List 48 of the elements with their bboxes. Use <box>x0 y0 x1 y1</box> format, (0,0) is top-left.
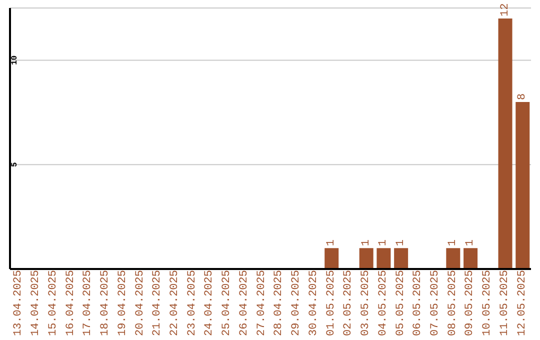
x-tick-label: 06.05.2025 <box>412 270 424 336</box>
x-tick-label: 21.04.2025 <box>152 270 164 336</box>
x-tick-label: 30.04.2025 <box>308 270 320 336</box>
x-tick-label: 11.05.2025 <box>498 270 511 336</box>
bar <box>359 248 374 269</box>
x-tick-label: 01.05.2025 <box>325 270 338 336</box>
data-label: 1 <box>447 239 460 246</box>
bar <box>498 18 512 269</box>
bar <box>516 102 530 269</box>
data-label: 1 <box>395 239 408 246</box>
x-tick-label: 17.04.2025 <box>82 270 94 336</box>
x-tick-label: 05.05.2025 <box>394 270 407 336</box>
data-label: 12 <box>499 3 512 16</box>
x-tick-label: 19.04.2025 <box>116 270 129 336</box>
x-tick-label: 23.04.2025 <box>186 270 198 336</box>
data-label: 1 <box>378 239 390 246</box>
y-tick-label: 10 <box>10 55 20 66</box>
x-tick-label: 26.04.2025 <box>238 270 250 336</box>
x-tick-label: 03.05.2025 <box>360 270 372 336</box>
bar <box>376 248 391 269</box>
y-tick-label: 5 <box>10 162 20 168</box>
data-label: 8 <box>516 93 529 100</box>
x-tick-label: 02.05.2025 <box>342 270 355 336</box>
data-label: 1 <box>464 239 477 246</box>
x-tick-label: 16.04.2025 <box>64 270 77 336</box>
bar <box>446 248 460 269</box>
x-tick-label: 04.05.2025 <box>377 270 390 336</box>
x-tick-label: 13.04.2025 <box>12 270 25 336</box>
x-tick-label: 28.04.2025 <box>273 270 286 336</box>
x-tick-label: 22.04.2025 <box>168 270 181 336</box>
x-tick-label: 18.04.2025 <box>100 270 112 336</box>
x-tick-label: 08.05.2025 <box>446 270 459 336</box>
bar <box>464 248 478 269</box>
x-tick-label: 09.05.2025 <box>464 270 476 336</box>
x-tick-label: 29.04.2025 <box>290 270 303 336</box>
x-tick-label: 20.04.2025 <box>134 270 146 336</box>
x-tick-label: 25.04.2025 <box>221 270 234 336</box>
bar <box>324 248 339 269</box>
x-tick-label: 10.05.2025 <box>482 270 494 336</box>
x-tick-label: 15.04.2025 <box>47 270 60 336</box>
x-tick-label: 24.04.2025 <box>204 270 216 336</box>
x-tick-label: 07.05.2025 <box>429 270 442 336</box>
x-tick-label: 14.04.2025 <box>30 270 42 336</box>
x-tick-label: 27.04.2025 <box>256 270 268 336</box>
data-label: 1 <box>360 239 372 246</box>
bar <box>394 248 408 269</box>
data-label: 1 <box>326 239 338 246</box>
x-tick-label: 12.05.2025 <box>516 270 528 336</box>
